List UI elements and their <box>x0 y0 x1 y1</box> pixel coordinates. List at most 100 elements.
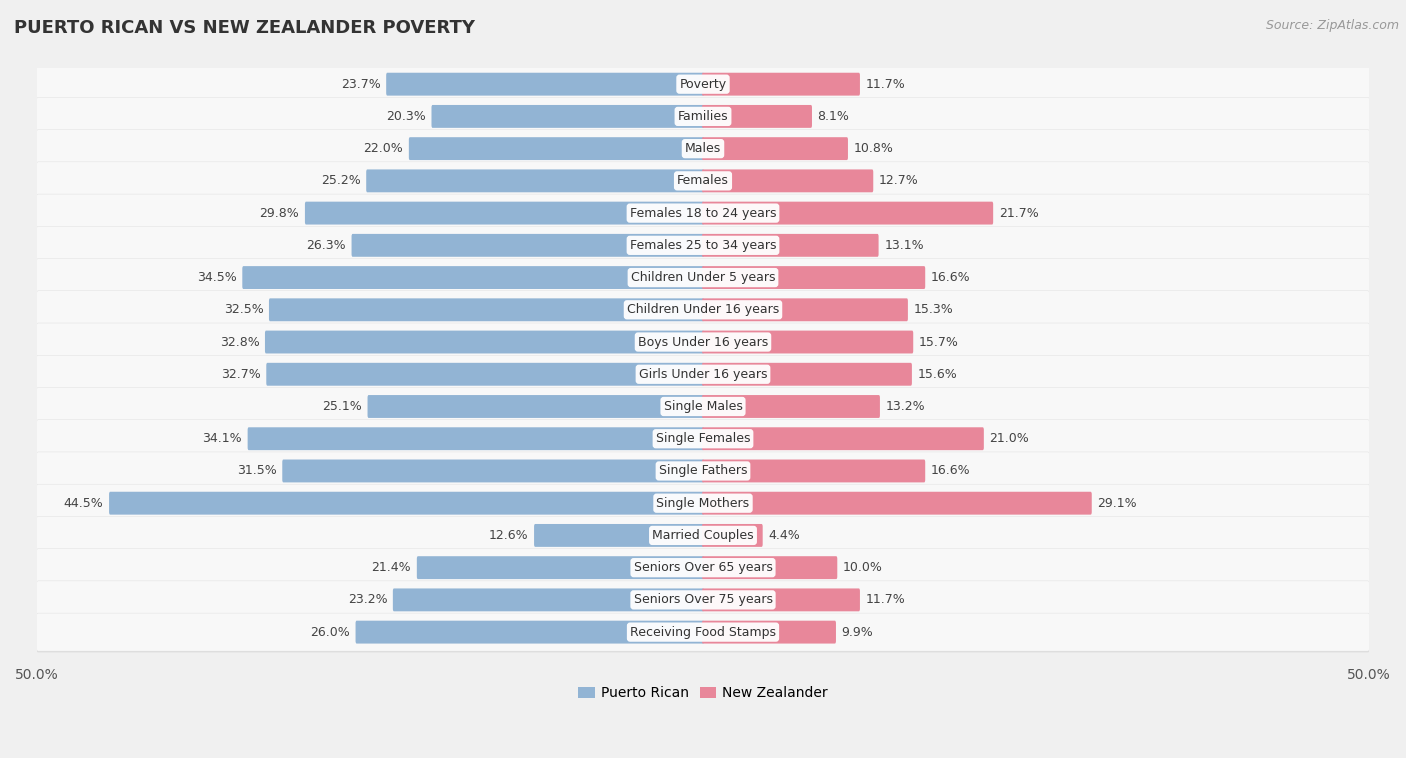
FancyBboxPatch shape <box>110 492 704 515</box>
FancyBboxPatch shape <box>392 588 704 612</box>
FancyBboxPatch shape <box>37 291 1369 329</box>
FancyBboxPatch shape <box>269 299 704 321</box>
FancyBboxPatch shape <box>37 97 1369 136</box>
Text: 22.0%: 22.0% <box>364 143 404 155</box>
Text: Married Couples: Married Couples <box>652 529 754 542</box>
FancyBboxPatch shape <box>702 556 838 579</box>
FancyBboxPatch shape <box>702 428 984 450</box>
FancyBboxPatch shape <box>37 131 1369 169</box>
FancyBboxPatch shape <box>37 516 1369 554</box>
Text: Females 18 to 24 years: Females 18 to 24 years <box>630 207 776 220</box>
FancyBboxPatch shape <box>37 582 1369 620</box>
FancyBboxPatch shape <box>37 260 1369 298</box>
FancyBboxPatch shape <box>266 363 704 386</box>
FancyBboxPatch shape <box>37 484 1369 522</box>
FancyBboxPatch shape <box>37 196 1369 233</box>
FancyBboxPatch shape <box>702 234 879 257</box>
FancyBboxPatch shape <box>702 459 925 482</box>
FancyBboxPatch shape <box>432 105 704 128</box>
Text: 25.1%: 25.1% <box>322 400 361 413</box>
Text: 23.2%: 23.2% <box>347 594 387 606</box>
Text: Single Mothers: Single Mothers <box>657 496 749 509</box>
FancyBboxPatch shape <box>37 356 1369 395</box>
Text: 29.1%: 29.1% <box>1097 496 1137 509</box>
Text: 15.7%: 15.7% <box>920 336 959 349</box>
FancyBboxPatch shape <box>702 363 912 386</box>
Text: 26.3%: 26.3% <box>307 239 346 252</box>
FancyBboxPatch shape <box>702 524 762 547</box>
FancyBboxPatch shape <box>37 194 1369 232</box>
Text: PUERTO RICAN VS NEW ZEALANDER POVERTY: PUERTO RICAN VS NEW ZEALANDER POVERTY <box>14 19 475 37</box>
FancyBboxPatch shape <box>702 202 993 224</box>
Text: 31.5%: 31.5% <box>238 465 277 478</box>
FancyBboxPatch shape <box>37 615 1369 653</box>
Text: 21.7%: 21.7% <box>998 207 1039 220</box>
Text: 32.8%: 32.8% <box>219 336 259 349</box>
FancyBboxPatch shape <box>37 65 1369 103</box>
FancyBboxPatch shape <box>37 420 1369 458</box>
Text: Poverty: Poverty <box>679 77 727 91</box>
FancyBboxPatch shape <box>534 524 704 547</box>
Text: 9.9%: 9.9% <box>842 625 873 639</box>
Text: Girls Under 16 years: Girls Under 16 years <box>638 368 768 381</box>
FancyBboxPatch shape <box>702 588 860 612</box>
Text: 20.3%: 20.3% <box>387 110 426 123</box>
Text: Boys Under 16 years: Boys Under 16 years <box>638 336 768 349</box>
FancyBboxPatch shape <box>702 73 860 96</box>
FancyBboxPatch shape <box>37 550 1369 588</box>
Legend: Puerto Rican, New Zealander: Puerto Rican, New Zealander <box>572 681 834 706</box>
Text: 8.1%: 8.1% <box>817 110 849 123</box>
FancyBboxPatch shape <box>37 518 1369 556</box>
FancyBboxPatch shape <box>37 613 1369 651</box>
FancyBboxPatch shape <box>37 452 1369 490</box>
FancyBboxPatch shape <box>37 292 1369 330</box>
Text: Families: Families <box>678 110 728 123</box>
FancyBboxPatch shape <box>37 581 1369 619</box>
FancyBboxPatch shape <box>247 428 704 450</box>
Text: 21.0%: 21.0% <box>990 432 1029 445</box>
FancyBboxPatch shape <box>37 162 1369 200</box>
Text: 10.0%: 10.0% <box>842 561 883 574</box>
FancyBboxPatch shape <box>702 299 908 321</box>
FancyBboxPatch shape <box>366 170 704 193</box>
Text: Single Males: Single Males <box>664 400 742 413</box>
FancyBboxPatch shape <box>37 258 1369 296</box>
Text: 12.7%: 12.7% <box>879 174 918 187</box>
FancyBboxPatch shape <box>37 485 1369 524</box>
Text: 11.7%: 11.7% <box>866 77 905 91</box>
Text: 23.7%: 23.7% <box>340 77 381 91</box>
FancyBboxPatch shape <box>702 137 848 160</box>
FancyBboxPatch shape <box>387 73 704 96</box>
Text: Females 25 to 34 years: Females 25 to 34 years <box>630 239 776 252</box>
Text: 32.5%: 32.5% <box>224 303 263 316</box>
FancyBboxPatch shape <box>702 492 1091 515</box>
FancyBboxPatch shape <box>37 453 1369 491</box>
Text: 10.8%: 10.8% <box>853 143 893 155</box>
Text: 16.6%: 16.6% <box>931 465 970 478</box>
Text: 34.5%: 34.5% <box>197 271 236 284</box>
FancyBboxPatch shape <box>356 621 704 644</box>
FancyBboxPatch shape <box>702 395 880 418</box>
FancyBboxPatch shape <box>37 130 1369 168</box>
Text: 21.4%: 21.4% <box>371 561 411 574</box>
FancyBboxPatch shape <box>37 227 1369 265</box>
Text: Source: ZipAtlas.com: Source: ZipAtlas.com <box>1265 19 1399 32</box>
FancyBboxPatch shape <box>37 67 1369 105</box>
Text: 16.6%: 16.6% <box>931 271 970 284</box>
Text: Children Under 16 years: Children Under 16 years <box>627 303 779 316</box>
FancyBboxPatch shape <box>283 459 704 482</box>
FancyBboxPatch shape <box>416 556 704 579</box>
FancyBboxPatch shape <box>702 330 914 353</box>
Text: 29.8%: 29.8% <box>260 207 299 220</box>
Text: 12.6%: 12.6% <box>489 529 529 542</box>
FancyBboxPatch shape <box>37 99 1369 136</box>
FancyBboxPatch shape <box>305 202 704 224</box>
Text: Receiving Food Stamps: Receiving Food Stamps <box>630 625 776 639</box>
Text: 4.4%: 4.4% <box>768 529 800 542</box>
FancyBboxPatch shape <box>37 324 1369 362</box>
Text: 13.1%: 13.1% <box>884 239 924 252</box>
FancyBboxPatch shape <box>37 389 1369 427</box>
Text: 44.5%: 44.5% <box>63 496 104 509</box>
FancyBboxPatch shape <box>702 170 873 193</box>
Text: 26.0%: 26.0% <box>311 625 350 639</box>
